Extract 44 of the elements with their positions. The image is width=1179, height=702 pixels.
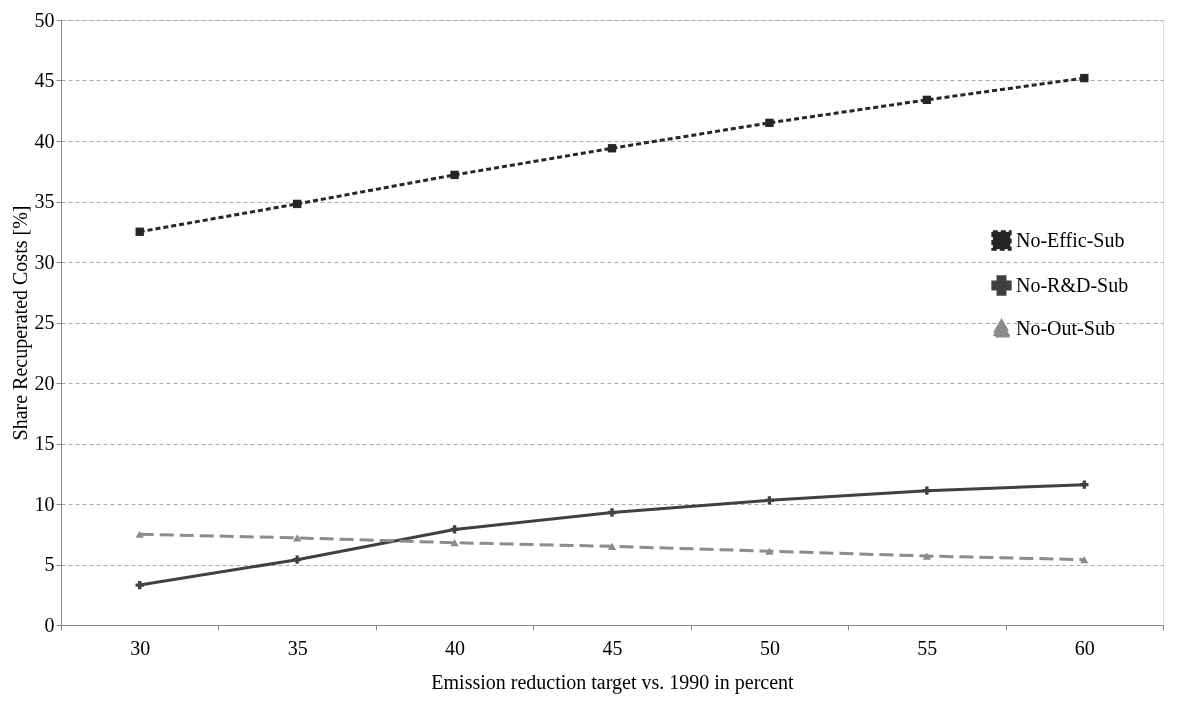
y-tick-label: 5 [44, 553, 55, 575]
point [922, 486, 932, 495]
point [607, 542, 617, 550]
y-tick-label: 50 [34, 8, 55, 31]
legend-label: No-Effic-Sub [1016, 228, 1125, 251]
y-tick-label: 10 [34, 492, 55, 515]
x-tick-label: 40 [445, 636, 466, 659]
point [450, 170, 459, 180]
y-tick-label: 20 [34, 371, 55, 394]
point [292, 534, 302, 542]
point [292, 199, 302, 209]
x-tick-label: 30 [130, 636, 151, 659]
y-tick-label: 35 [34, 190, 55, 212]
point [765, 496, 774, 505]
point [607, 144, 617, 153]
y-tick-label: 30 [34, 250, 55, 273]
point [1080, 480, 1089, 489]
y-tick-label: 40 [34, 129, 55, 152]
y-tick-label: 15 [34, 432, 55, 454]
y-tick-label: 0 [44, 613, 55, 636]
point [1080, 73, 1089, 83]
point [765, 118, 774, 128]
point [135, 227, 144, 236]
point [135, 530, 144, 538]
point [922, 95, 932, 105]
x-tick-label: 45 [602, 636, 623, 659]
legend-label: No-R&D-Sub [1016, 273, 1129, 296]
x-tick-label: 35 [287, 636, 308, 659]
x-axis-title: Emission reduction target vs. 1990 in percent [431, 670, 795, 694]
point [450, 525, 459, 534]
x-tick-label: 55 [917, 636, 938, 659]
point [450, 539, 459, 547]
point [292, 555, 302, 564]
point [607, 508, 617, 517]
y-axis-title: Share Recuperated Costs [%] [8, 205, 32, 441]
x-tick-label: 50 [759, 636, 780, 659]
y-tick-label: 45 [34, 69, 55, 91]
x-tick-label: 60 [1074, 636, 1095, 659]
point [135, 580, 144, 590]
point [1080, 556, 1089, 564]
point [922, 552, 932, 560]
y-tick-label: 25 [34, 311, 55, 333]
point [765, 547, 774, 555]
legend-label: No-Out-Sub [1016, 316, 1115, 339]
